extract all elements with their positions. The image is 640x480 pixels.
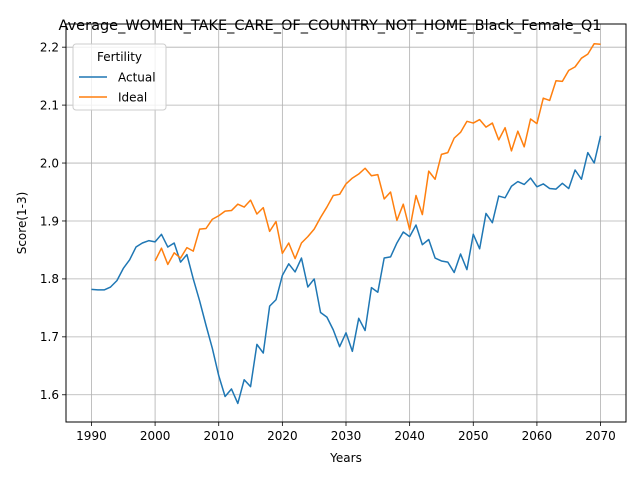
chart-title: Average_WOMEN_TAKE_CARE_OF_COUNTRY_NOT_H… xyxy=(59,18,602,34)
legend-label-actual: Actual xyxy=(118,71,156,85)
x-tick-label: 2030 xyxy=(331,429,362,443)
x-tick-label: 1990 xyxy=(76,429,107,443)
x-axis-label: Years xyxy=(329,451,362,465)
series-layer xyxy=(91,42,602,405)
x-tick-label: 2010 xyxy=(203,429,234,443)
y-tick-label: 1.8 xyxy=(40,272,59,286)
x-tick-label: 2000 xyxy=(140,429,171,443)
y-tick-label: 1.6 xyxy=(40,388,59,402)
legend-label-ideal: Ideal xyxy=(118,91,147,105)
y-tick-label: 1.7 xyxy=(40,330,59,344)
x-tick-label: 2070 xyxy=(585,429,616,443)
axis-ticks: 1990 2000 2010 2020 2030 2040 2050 2060 2070 1.6 1… xyxy=(40,40,616,443)
y-tick-label: 1.9 xyxy=(40,214,59,228)
y-axis-label: Score(1-3) xyxy=(15,192,29,255)
grid xyxy=(66,24,626,422)
legend-title: Fertility xyxy=(97,50,142,64)
y-tick-label: 2.0 xyxy=(40,156,59,170)
series-line-actual xyxy=(91,135,602,405)
legend-box xyxy=(72,43,167,111)
y-tick-label: 2.1 xyxy=(40,98,59,112)
x-tick-label: 2050 xyxy=(458,429,489,443)
x-tick-label: 2040 xyxy=(394,429,425,443)
series-line-ideal xyxy=(154,42,601,266)
legend: Fertility Actual Ideal xyxy=(72,43,167,111)
x-tick-label: 2020 xyxy=(267,429,298,443)
y-tick-label: 2.2 xyxy=(40,40,59,54)
x-tick-label: 2060 xyxy=(522,429,553,443)
